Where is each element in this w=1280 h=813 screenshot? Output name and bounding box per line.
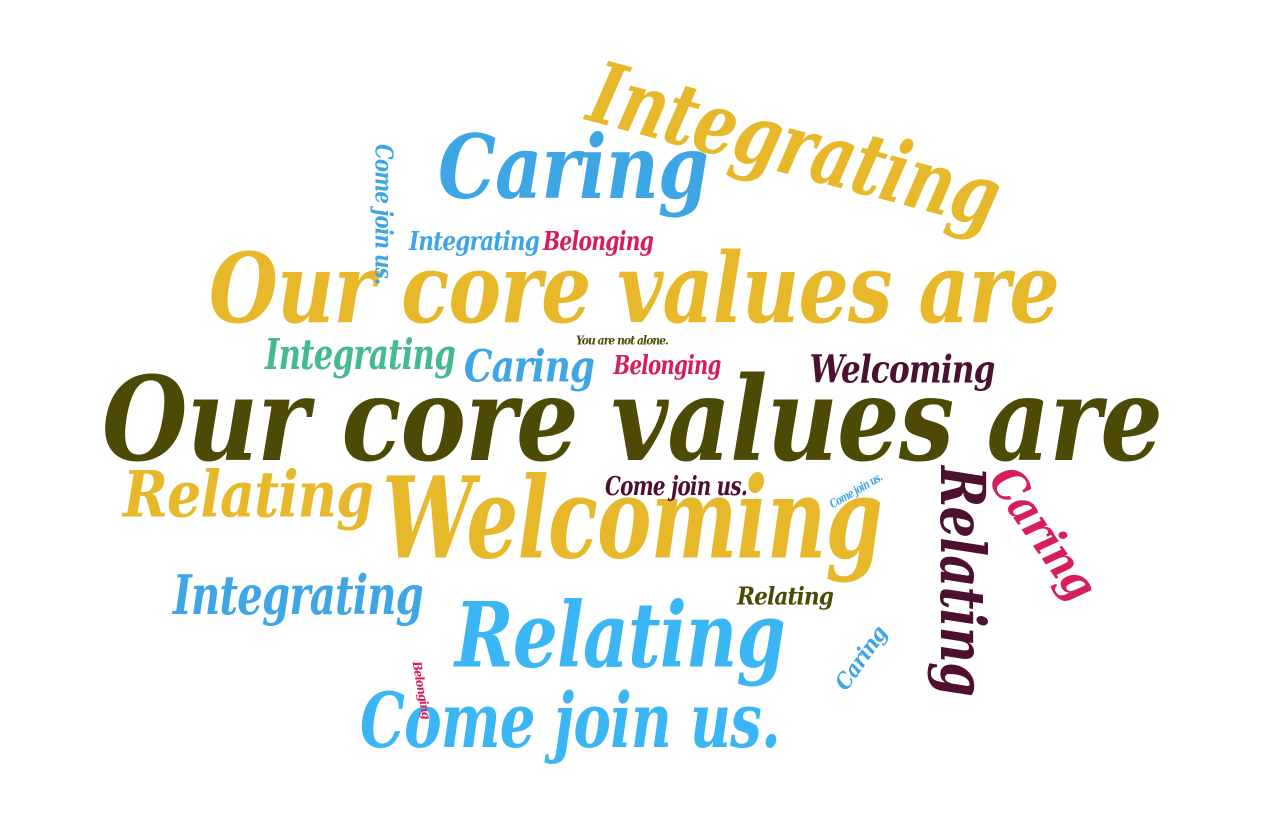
word-belonging-17: Belonging xyxy=(542,227,653,257)
word-come-join-us-20: Come join us. xyxy=(370,144,399,284)
word-welcoming-3: Welcoming xyxy=(382,453,882,584)
word-caring-13: Caring xyxy=(464,342,594,393)
word-integrating-16: Integrating xyxy=(408,227,540,257)
word-relating-9: Relating xyxy=(121,458,373,533)
word-belonging-15: Belonging xyxy=(613,351,721,381)
word-our-core-values-are-2: Our core values are xyxy=(209,232,1059,345)
word-come-join-us-7: Come join us. xyxy=(360,676,780,765)
word-you-are-not-alone-22: You are not alone. xyxy=(576,334,669,348)
word-welcoming-14: Welcoming xyxy=(810,347,995,392)
word-integrating-10: Integrating xyxy=(172,563,423,627)
word-relating-4: Relating xyxy=(453,583,785,689)
word-integrating-12: Integrating xyxy=(264,330,455,379)
word-come-join-us-18: Come join us. xyxy=(605,472,747,502)
word-relating-19: Relating xyxy=(736,582,833,611)
word-relating-8: Relating xyxy=(926,464,999,696)
word-our-core-values-are-1: Our core values are xyxy=(102,352,1162,488)
word-caring-6: Caring xyxy=(438,115,708,219)
